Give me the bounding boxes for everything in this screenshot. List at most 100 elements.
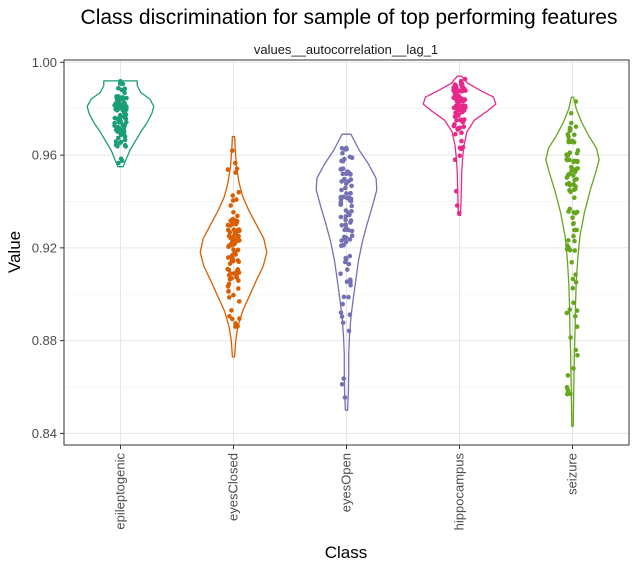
point-eyesClosed bbox=[226, 289, 231, 294]
point-eyesOpen bbox=[344, 191, 349, 196]
point-hippocampus bbox=[456, 211, 462, 216]
point-hippocampus bbox=[461, 104, 467, 109]
point-eyesClosed bbox=[225, 284, 231, 289]
point-hippocampus bbox=[457, 145, 463, 151]
point-eyesOpen bbox=[340, 194, 346, 200]
point-seizure bbox=[572, 248, 578, 253]
point-epileptogenic bbox=[124, 95, 129, 101]
point-seizure bbox=[567, 307, 573, 312]
point-seizure bbox=[564, 157, 569, 162]
point-eyesOpen bbox=[344, 147, 349, 152]
point-eyesClosed bbox=[231, 241, 237, 247]
point-epileptogenic bbox=[116, 120, 122, 125]
point-seizure bbox=[571, 159, 576, 165]
point-eyesOpen bbox=[342, 156, 347, 162]
point-eyesClosed bbox=[229, 219, 235, 224]
point-epileptogenic bbox=[121, 114, 127, 119]
point-epileptogenic bbox=[113, 139, 119, 144]
point-eyesOpen bbox=[338, 271, 343, 277]
point-eyesOpen bbox=[339, 314, 345, 319]
point-hippocampus bbox=[455, 88, 461, 94]
point-eyesClosed bbox=[225, 255, 231, 260]
point-eyesClosed bbox=[230, 198, 236, 203]
point-seizure bbox=[565, 243, 570, 248]
chart-title: Class discrimination for sample of top p… bbox=[81, 6, 618, 29]
facet-label: values__autocorrelation__lag_1 bbox=[254, 42, 438, 57]
point-eyesOpen bbox=[349, 183, 354, 189]
point-eyesClosed bbox=[231, 210, 236, 215]
point-epileptogenic bbox=[123, 103, 128, 109]
point-eyesOpen bbox=[339, 243, 344, 248]
point-epileptogenic bbox=[113, 142, 119, 148]
point-eyesOpen bbox=[341, 294, 347, 300]
point-eyesClosed bbox=[233, 170, 238, 175]
point-seizure bbox=[567, 150, 573, 155]
y-tick-label: 0.88 bbox=[32, 333, 57, 348]
point-seizure bbox=[573, 313, 578, 319]
y-axis-ticks: 0.84 0.88 0.92 0.96 1.00 bbox=[32, 55, 64, 441]
point-eyesOpen bbox=[340, 301, 346, 307]
point-eyesOpen bbox=[338, 214, 344, 220]
point-eyesOpen bbox=[340, 166, 346, 171]
point-eyesOpen bbox=[345, 267, 350, 272]
point-eyesOpen bbox=[343, 217, 348, 223]
point-hippocampus bbox=[451, 88, 456, 93]
point-seizure bbox=[565, 391, 570, 397]
point-eyesOpen bbox=[339, 179, 345, 184]
point-epileptogenic bbox=[120, 97, 126, 102]
point-hippocampus bbox=[456, 93, 461, 98]
point-eyesClosed bbox=[227, 277, 233, 282]
point-eyesClosed bbox=[233, 160, 238, 166]
y-tick-label: 0.92 bbox=[32, 240, 57, 255]
point-eyesOpen bbox=[339, 187, 344, 193]
point-eyesClosed bbox=[236, 233, 241, 239]
point-eyesClosed bbox=[236, 286, 241, 291]
y-tick-label: 1.00 bbox=[32, 55, 57, 70]
point-epileptogenic bbox=[123, 107, 129, 112]
point-epileptogenic bbox=[118, 139, 124, 145]
point-eyesOpen bbox=[342, 259, 348, 265]
point-eyesClosed bbox=[234, 166, 240, 172]
point-eyesClosed bbox=[234, 275, 240, 280]
point-eyesOpen bbox=[339, 238, 344, 243]
point-eyesOpen bbox=[343, 185, 348, 191]
point-eyesOpen bbox=[343, 255, 349, 261]
point-seizure bbox=[573, 347, 579, 353]
point-eyesClosed bbox=[231, 292, 236, 298]
point-seizure bbox=[569, 260, 574, 265]
point-eyesClosed bbox=[225, 227, 231, 233]
point-seizure bbox=[573, 184, 578, 189]
point-eyesOpen bbox=[349, 233, 355, 238]
point-eyesClosed bbox=[227, 261, 233, 266]
point-eyesClosed bbox=[231, 247, 236, 252]
point-eyesClosed bbox=[230, 316, 235, 322]
point-eyesOpen bbox=[349, 228, 355, 234]
point-seizure bbox=[569, 168, 574, 173]
point-hippocampus bbox=[453, 188, 459, 194]
point-eyesOpen bbox=[346, 328, 352, 334]
point-eyesOpen bbox=[338, 310, 344, 315]
x-tick-label: seizure bbox=[565, 453, 580, 495]
point-eyesOpen bbox=[343, 239, 349, 245]
point-hippocampus bbox=[454, 203, 460, 208]
point-hippocampus bbox=[459, 138, 464, 144]
point-eyesClosed bbox=[235, 271, 240, 276]
point-seizure bbox=[571, 233, 576, 239]
point-hippocampus bbox=[452, 157, 458, 162]
point-seizure bbox=[575, 353, 580, 358]
point-eyesOpen bbox=[348, 196, 354, 202]
y-axis-title: Value bbox=[5, 231, 24, 273]
point-seizure bbox=[569, 120, 574, 126]
point-hippocampus bbox=[459, 81, 465, 86]
point-eyesOpen bbox=[342, 395, 348, 400]
point-seizure bbox=[570, 276, 576, 282]
point-hippocampus bbox=[454, 105, 459, 111]
point-seizure bbox=[566, 238, 571, 243]
point-eyesClosed bbox=[225, 167, 231, 172]
point-epileptogenic bbox=[115, 129, 120, 134]
point-hippocampus bbox=[451, 123, 457, 129]
point-eyesClosed bbox=[230, 193, 236, 198]
point-seizure bbox=[573, 272, 578, 278]
point-seizure bbox=[573, 99, 579, 104]
point-seizure bbox=[566, 209, 571, 214]
